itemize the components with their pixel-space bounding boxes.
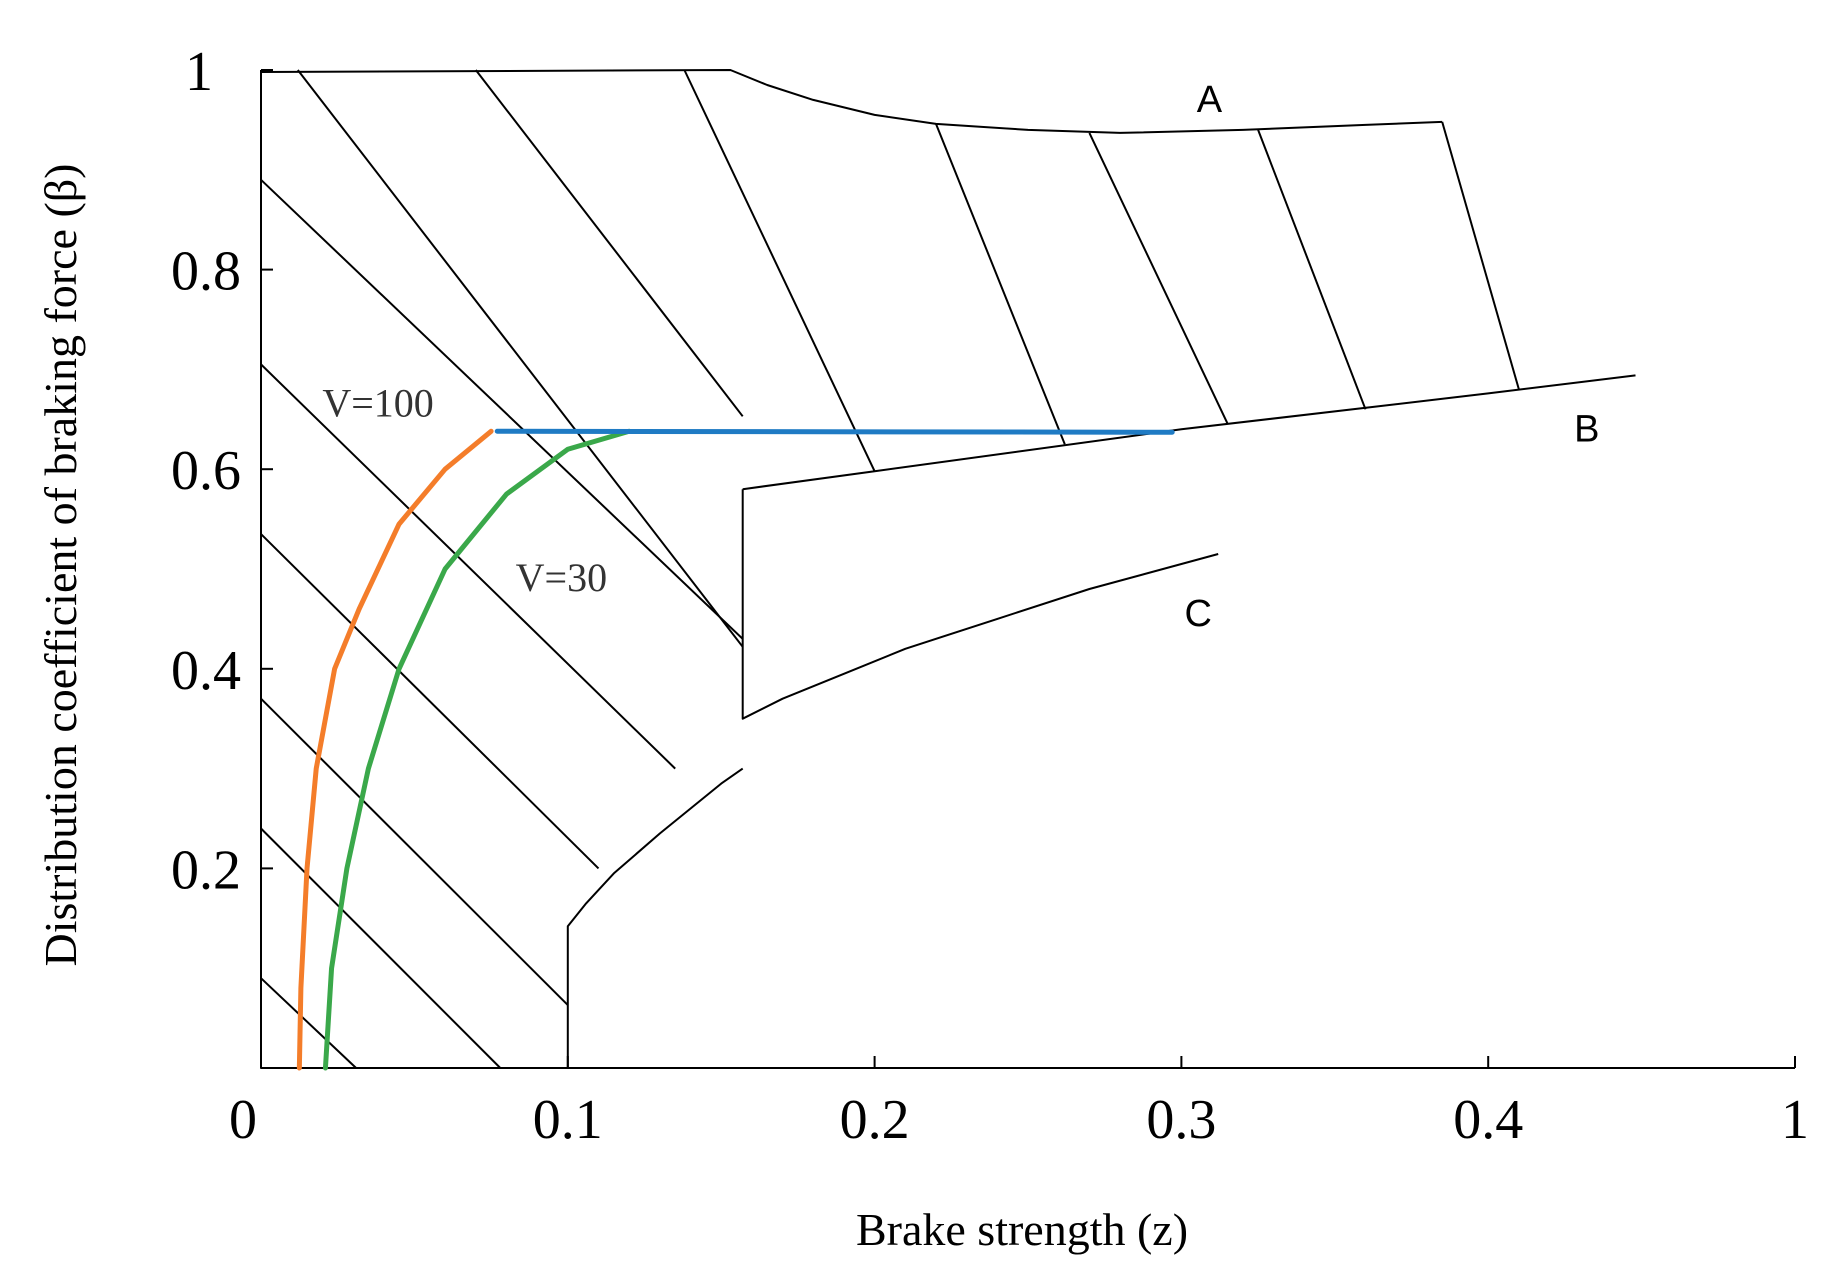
annotations: A B C V=100 V=30: [322, 79, 1599, 635]
annotation-a: A: [1197, 79, 1223, 121]
y-tick-label-1: 0.4: [171, 640, 241, 702]
hatch-line-12: [260, 977, 357, 1069]
hatch-line-4: [1088, 132, 1229, 424]
y-tick-label-4: 1: [185, 41, 213, 103]
hatch-line-2: [683, 69, 876, 472]
series-v-100: [296, 428, 494, 1071]
boundary-c-lower: [566, 767, 744, 1068]
x-tick-label-0: 0: [229, 1089, 257, 1151]
hatch-line-8: [260, 363, 676, 770]
x-tick-label-5: 1: [1781, 1089, 1809, 1151]
y-tick-label-3: 0.8: [171, 241, 241, 303]
x-tick-label-3: 0.3: [1146, 1089, 1216, 1151]
boundary-a: [260, 69, 1443, 134]
region-boundaries: [260, 69, 1795, 1069]
x-axis-title: Brake strength (z): [856, 1204, 1188, 1255]
y-axis-title: Distribution coefficient of braking forc…: [35, 163, 86, 966]
annotation-v-100: V=100: [322, 380, 433, 425]
annotation-v-30: V=30: [516, 555, 607, 600]
hatch-line-5: [1257, 129, 1367, 410]
axes: [261, 69, 1796, 1068]
x-tick-label-2: 0.2: [840, 1089, 910, 1151]
y-tick-label-2: 0.6: [171, 440, 241, 502]
series-lines: [296, 428, 1175, 1071]
series-threshold-line-2: [494, 428, 1175, 435]
hatch-line-3: [935, 123, 1066, 445]
hatch-line-11: [260, 827, 502, 1069]
x-tick-label-1: 0.1: [533, 1089, 603, 1151]
annotation-b: B: [1574, 408, 1599, 450]
annotation-c: C: [1184, 593, 1211, 635]
boundary-c: [741, 489, 1219, 720]
boundary-b-line: [742, 374, 1636, 491]
series-v-30: [322, 428, 632, 1071]
x-tick-label-4: 0.4: [1453, 1089, 1523, 1151]
hatch-line-10: [260, 697, 569, 1006]
hatch-line-9: [260, 533, 600, 870]
hatch-line-7: [260, 179, 744, 640]
tick-labels: 0 0.1 0.2 0.3 0.4 1 0.2 0.4 0.6 0.8 1: [171, 41, 1809, 1151]
hatch-line-0: [297, 69, 744, 648]
y-tick-label-0: 0.2: [171, 839, 241, 901]
hatch-line-6: [1441, 121, 1520, 390]
boundary-b: [260, 70, 1795, 1069]
hatch-line-1: [475, 69, 744, 417]
hatch-lines: [260, 69, 1520, 1069]
